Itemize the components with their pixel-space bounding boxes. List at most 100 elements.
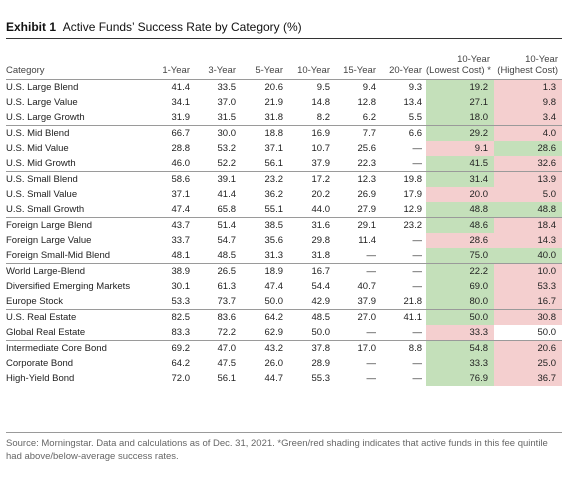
table-row: U.S. Large Value 34.1 37.0 21.9 14.8 12.8 13.4… bbox=[6, 95, 562, 110]
value-cell: — bbox=[412, 281, 423, 292]
value-cell: 56.1 bbox=[217, 373, 237, 384]
value-cell: 32.6 bbox=[494, 156, 562, 172]
value-cell: 28.6 bbox=[494, 141, 562, 156]
table-row: U.S. Mid Blend 66.7 30.0 18.8 16.9 7.7 6.6 29.2… bbox=[6, 125, 562, 141]
value-cell: — bbox=[412, 373, 423, 384]
value-cell: 75.0 bbox=[426, 248, 494, 264]
value-cell: 40.7 bbox=[357, 281, 377, 292]
value-cell: — bbox=[412, 235, 423, 246]
value-cell: 34.1 bbox=[171, 97, 191, 108]
category-cell: Corporate Bond bbox=[6, 358, 74, 369]
value-cell: — bbox=[412, 358, 423, 369]
exhibit-title-text: Active Funds’ Success Rate by Category (… bbox=[62, 20, 302, 34]
value-cell: 41.4 bbox=[154, 79, 194, 95]
value-cell: 22.2 bbox=[426, 263, 494, 279]
value-cell: 27.9 bbox=[357, 204, 377, 215]
value-cell: 31.3 bbox=[264, 250, 284, 261]
value-cell: 26.5 bbox=[194, 263, 240, 279]
column-header-line: Category bbox=[6, 65, 45, 76]
category-cell: Foreign Small-Mid Blend bbox=[6, 250, 111, 261]
value-cell: 12.9 bbox=[403, 204, 423, 215]
value-cell: 38.5 bbox=[240, 217, 287, 233]
value-cell: 18.0 bbox=[426, 110, 494, 126]
value-cell: 8.2 bbox=[316, 112, 330, 123]
value-cell: 23.2 bbox=[240, 171, 287, 187]
category-cell: High-Yield Bond bbox=[6, 373, 75, 384]
value-cell: 14.8 bbox=[311, 97, 331, 108]
value-cell: 26.9 bbox=[357, 189, 377, 200]
value-cell: 23.2 bbox=[380, 217, 426, 233]
value-cell: 48.1 bbox=[171, 250, 191, 261]
value-cell: 39.1 bbox=[194, 171, 240, 187]
value-cell: 13.4 bbox=[403, 97, 423, 108]
column-header-line: 20-Year bbox=[389, 65, 422, 76]
value-cell: 13.9 bbox=[494, 171, 562, 187]
value-cell: 37.8 bbox=[287, 340, 334, 356]
table-header-row: Category 1-Year 3-Year 5-Year 10-Year 15-Year… bbox=[6, 46, 562, 80]
value-cell: — bbox=[334, 263, 380, 279]
value-cell: 29.1 bbox=[334, 217, 380, 233]
value-cell: 82.5 bbox=[154, 309, 194, 325]
exhibit-title: Exhibit 1 Active Funds’ Success Rate by … bbox=[6, 20, 302, 34]
value-cell: 9.1 bbox=[426, 141, 494, 156]
column-header: 10-Year (Lowest Cost) * bbox=[426, 46, 494, 80]
value-cell: 33.5 bbox=[194, 79, 240, 95]
value-cell: 12.8 bbox=[357, 97, 377, 108]
category-cell: Intermediate Core Bond bbox=[6, 340, 154, 356]
value-cell: 53.3 bbox=[494, 279, 562, 294]
column-header: 1-Year bbox=[154, 46, 194, 80]
value-cell: 29.8 bbox=[311, 235, 331, 246]
value-cell: 76.9 bbox=[426, 371, 494, 386]
value-cell: 1.3 bbox=[494, 79, 562, 95]
value-cell: 29.2 bbox=[426, 125, 494, 141]
value-cell: 47.4 bbox=[171, 204, 191, 215]
value-cell: 14.3 bbox=[494, 233, 562, 248]
value-cell: 36.2 bbox=[264, 189, 284, 200]
value-cell: 20.0 bbox=[426, 187, 494, 202]
value-cell: 28.6 bbox=[426, 233, 494, 248]
value-cell: 30.0 bbox=[194, 125, 240, 141]
value-cell: 65.8 bbox=[217, 204, 237, 215]
value-cell: 22.3 bbox=[357, 158, 377, 169]
value-cell: 54.8 bbox=[426, 340, 494, 356]
value-cell: 42.9 bbox=[311, 296, 331, 307]
value-cell: 36.7 bbox=[494, 371, 562, 386]
value-cell: — bbox=[412, 158, 423, 169]
value-cell: 48.8 bbox=[494, 202, 562, 218]
value-cell: — bbox=[366, 373, 377, 384]
value-cell: 9.8 bbox=[494, 95, 562, 110]
value-cell: 55.1 bbox=[264, 204, 284, 215]
value-cell: 47.0 bbox=[194, 340, 240, 356]
value-cell: 28.9 bbox=[311, 358, 331, 369]
value-cell: 9.3 bbox=[380, 79, 426, 95]
value-cell: 54.4 bbox=[311, 281, 331, 292]
value-cell: 27.1 bbox=[426, 95, 494, 110]
value-cell: 31.6 bbox=[287, 217, 334, 233]
value-cell: 17.0 bbox=[334, 340, 380, 356]
value-cell: 69.2 bbox=[154, 340, 194, 356]
value-cell: 41.4 bbox=[217, 189, 237, 200]
value-cell: 16.7 bbox=[494, 294, 562, 310]
value-cell: 48.6 bbox=[426, 217, 494, 233]
value-cell: 33.3 bbox=[426, 325, 494, 341]
value-cell: 20.6 bbox=[240, 79, 287, 95]
value-cell: 37.0 bbox=[217, 97, 237, 108]
column-header-line: 10-Year bbox=[297, 65, 330, 76]
value-cell: 48.5 bbox=[217, 250, 237, 261]
value-cell: 6.2 bbox=[362, 112, 376, 123]
table-row: World Large-Blend 38.9 26.5 18.9 16.7— —22.2 1… bbox=[6, 263, 562, 279]
value-cell: 54.7 bbox=[217, 235, 237, 246]
bottom-rule bbox=[6, 432, 562, 433]
category-cell: U.S. Mid Blend bbox=[6, 125, 154, 141]
category-cell: U.S. Small Growth bbox=[6, 204, 85, 215]
value-cell: 43.2 bbox=[240, 340, 287, 356]
source-note: Source: Morningstar. Data and calculatio… bbox=[6, 438, 548, 462]
table-row: Global Real Estate 83.3 72.2 62.9 50.0— —33.3… bbox=[6, 325, 562, 341]
table-row: U.S. Small Value 37.1 41.4 36.2 20.2 26.9 17.9… bbox=[6, 187, 562, 202]
value-cell: 30.1 bbox=[171, 281, 191, 292]
table-row: U.S. Large Blend 41.4 33.5 20.6 9.5 9.4 9.3 19.… bbox=[6, 79, 562, 95]
value-cell: 16.7 bbox=[287, 263, 334, 279]
value-cell: 31.4 bbox=[426, 171, 494, 187]
value-cell: 28.8 bbox=[171, 143, 191, 154]
value-cell: 19.8 bbox=[380, 171, 426, 187]
